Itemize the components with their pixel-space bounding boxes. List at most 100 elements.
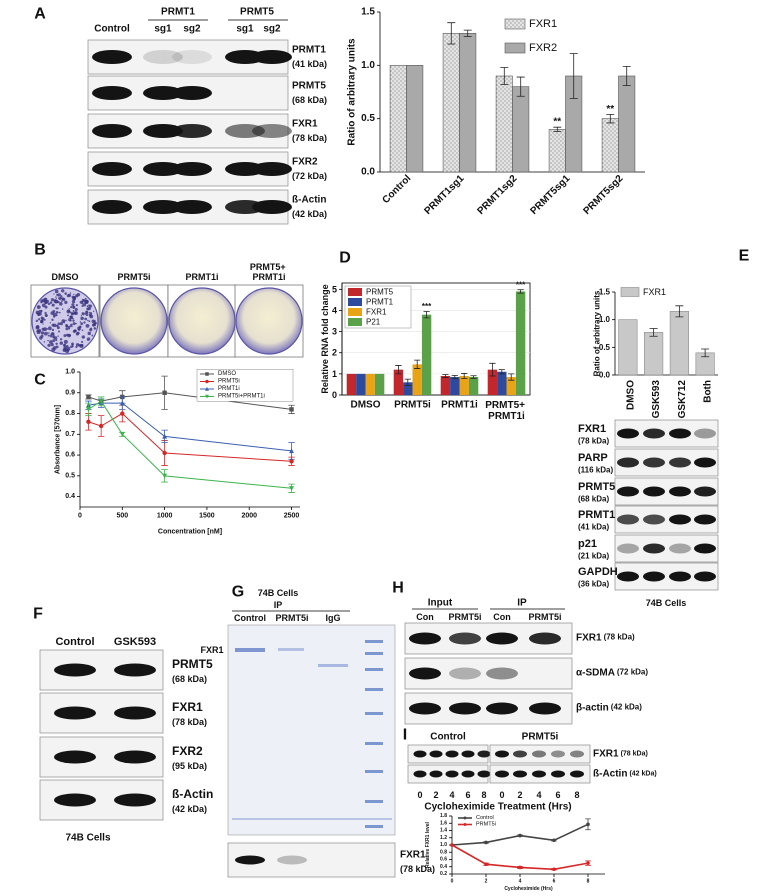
blot-band xyxy=(277,855,307,865)
marker xyxy=(162,433,168,439)
legend-label: DMSO xyxy=(218,371,236,377)
colony xyxy=(59,341,64,345)
label: PRMT1i xyxy=(185,272,218,282)
colony xyxy=(87,331,92,336)
plate xyxy=(168,287,236,355)
blot-band xyxy=(669,514,691,525)
bar xyxy=(421,314,432,395)
label: sg1 xyxy=(236,24,254,35)
colony xyxy=(60,300,63,302)
y-tick-label: 1.5 xyxy=(599,288,611,297)
marker xyxy=(586,861,590,865)
blot-band xyxy=(92,200,132,214)
x-tick-label: 8 xyxy=(587,879,590,885)
gel-streak xyxy=(232,818,392,820)
blot-band xyxy=(617,571,639,582)
marker xyxy=(162,390,167,395)
blot-band xyxy=(617,457,639,468)
bar xyxy=(512,86,530,173)
x-tick-label: DMSO xyxy=(625,380,636,410)
error-bar xyxy=(489,362,496,377)
colony xyxy=(44,311,47,315)
colony xyxy=(57,322,61,326)
colony xyxy=(57,335,59,337)
label: (41 kDa) xyxy=(578,523,609,532)
y-tick-label: 3 xyxy=(332,327,337,337)
colony xyxy=(71,342,74,346)
blot-band xyxy=(172,162,212,176)
error-bar xyxy=(414,359,421,369)
label: PRMT5 xyxy=(292,81,326,92)
label: (42 kDa) xyxy=(611,703,642,712)
blot-band xyxy=(461,770,475,778)
label: β-actin xyxy=(576,703,609,714)
x-tick-label: 0 xyxy=(451,879,454,885)
legend-label: PRMT5i xyxy=(218,379,240,385)
x-tick-label: GSK712 xyxy=(677,380,688,419)
bar xyxy=(356,373,366,395)
error-bar xyxy=(517,289,524,294)
colony xyxy=(65,324,68,327)
y-tick-label: 1.5 xyxy=(361,7,375,18)
error-bar xyxy=(498,369,505,375)
error-bar xyxy=(569,53,578,99)
colony xyxy=(64,292,67,295)
blot-band xyxy=(409,667,441,680)
colony xyxy=(55,345,59,349)
blot-band xyxy=(445,750,459,758)
label: FXR1 xyxy=(172,700,203,714)
colony xyxy=(64,300,68,305)
x-tick-label: PRMT1sg2 xyxy=(475,173,519,217)
colony xyxy=(40,316,44,320)
label: (36 kDa) xyxy=(578,580,609,589)
colony xyxy=(56,307,59,310)
blot-band xyxy=(694,514,716,525)
colony xyxy=(67,325,71,329)
label: (116 kDa) xyxy=(578,466,613,475)
label: FXR1 xyxy=(292,119,318,130)
colony xyxy=(76,331,80,335)
x-tick-label: PRMT5i xyxy=(394,400,431,411)
colony xyxy=(59,338,63,341)
blot-band xyxy=(252,124,292,138)
colony xyxy=(65,327,69,331)
marker xyxy=(205,372,209,376)
colony xyxy=(84,317,88,321)
colony xyxy=(58,311,61,314)
colony xyxy=(81,301,83,303)
colony xyxy=(47,334,50,337)
label: PRMT5+ PRMT1i xyxy=(250,262,288,282)
bar xyxy=(487,369,498,395)
colony xyxy=(88,304,90,307)
blot-band xyxy=(409,632,441,645)
ladder-band xyxy=(365,652,383,655)
colony xyxy=(51,328,55,332)
blot-band xyxy=(669,428,691,439)
x-tick-label: PRMT5sg2 xyxy=(581,173,625,217)
colony xyxy=(87,306,91,311)
blot-band xyxy=(643,543,665,554)
y-tick-label: 0.6 xyxy=(440,857,447,863)
bar xyxy=(601,118,619,173)
blot-band xyxy=(449,632,481,645)
y-tick-label: 0.8 xyxy=(440,849,447,855)
time-label: 0 xyxy=(417,790,422,800)
colony xyxy=(80,325,82,328)
colony xyxy=(86,337,91,341)
blot-band xyxy=(617,428,639,439)
colony xyxy=(60,295,63,298)
label: (78 kDa) xyxy=(604,633,635,642)
colony xyxy=(81,302,84,305)
colony xyxy=(51,318,54,321)
error-bar xyxy=(404,378,411,386)
label: FXR1 xyxy=(578,423,606,435)
label: (78 kDa) xyxy=(578,437,609,446)
marker xyxy=(463,816,467,820)
colony xyxy=(44,305,48,309)
blot-band xyxy=(694,571,716,582)
marker xyxy=(289,448,294,454)
colony xyxy=(70,320,72,322)
y-axis-label: Absorbance [570nm] xyxy=(55,405,62,474)
blot-band xyxy=(54,750,96,764)
blot-band xyxy=(92,162,132,176)
